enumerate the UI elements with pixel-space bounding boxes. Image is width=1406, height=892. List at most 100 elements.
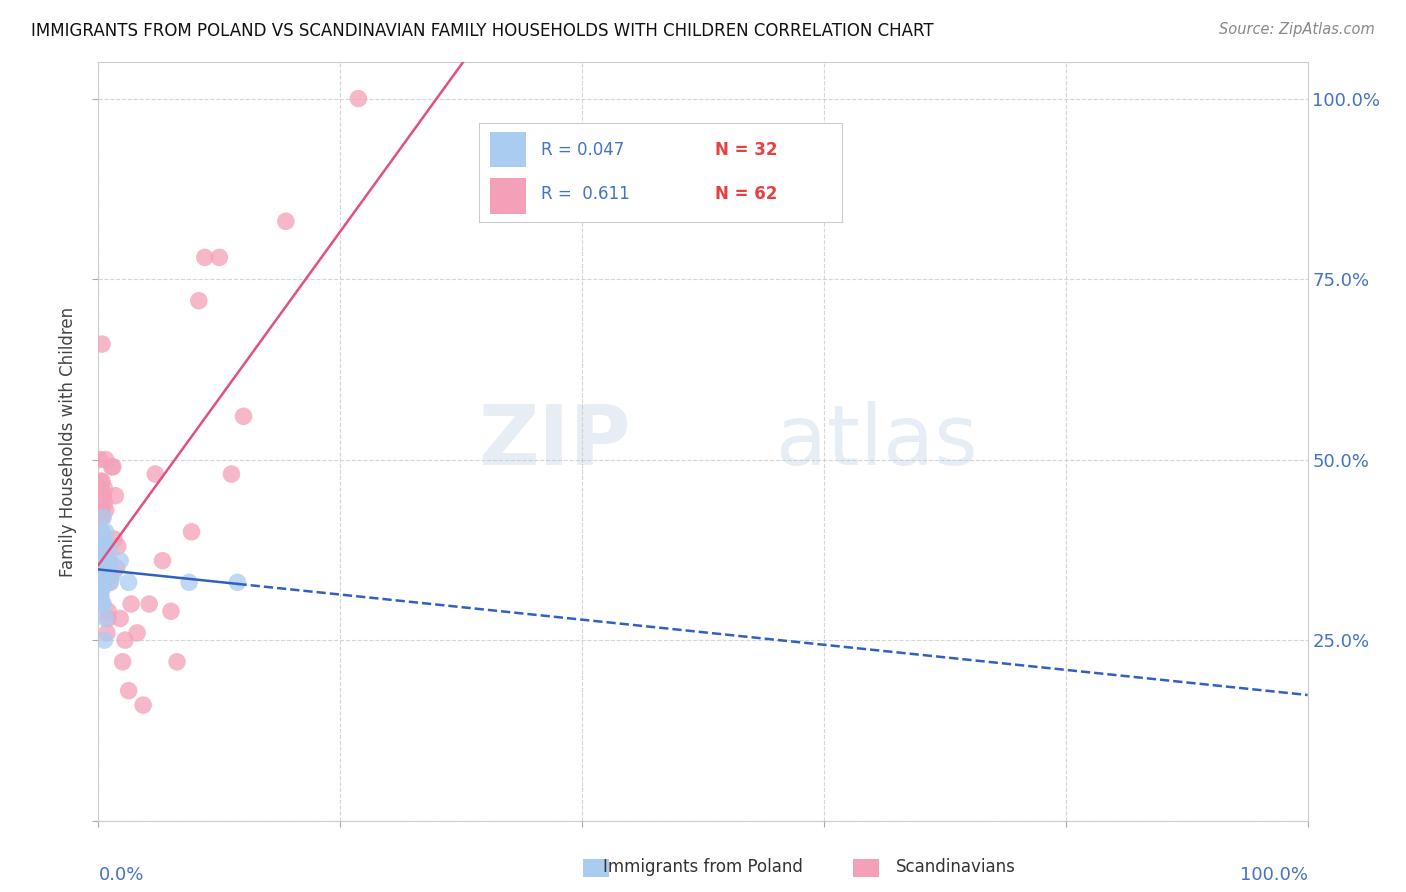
- Point: [127, 626, 149, 640]
- Point: [90, 546, 112, 560]
- Point: [89, 582, 111, 597]
- Point: [91, 524, 114, 539]
- Point: [91, 539, 114, 553]
- Point: [89, 554, 111, 568]
- Point: [90, 546, 112, 560]
- Point: [94, 452, 117, 467]
- Text: Immigrants from Poland: Immigrants from Poland: [603, 858, 803, 876]
- Point: [104, 489, 127, 503]
- Point: [120, 597, 142, 611]
- Point: [103, 532, 125, 546]
- Point: [98, 539, 121, 553]
- Point: [232, 409, 254, 424]
- Point: [160, 604, 183, 618]
- Point: [97, 554, 120, 568]
- Point: [138, 597, 160, 611]
- Point: [166, 655, 188, 669]
- Point: [90, 561, 112, 575]
- Point: [208, 251, 231, 265]
- Point: [91, 489, 114, 503]
- Point: [226, 575, 249, 590]
- Point: [91, 489, 114, 503]
- Point: [94, 503, 117, 517]
- Point: [91, 539, 114, 553]
- Point: [90, 482, 112, 496]
- Point: [221, 467, 243, 481]
- Text: Source: ZipAtlas.com: Source: ZipAtlas.com: [1219, 22, 1375, 37]
- Text: 0.0%: 0.0%: [98, 866, 143, 884]
- Point: [101, 459, 124, 474]
- Point: [89, 452, 111, 467]
- Text: ZIP: ZIP: [478, 401, 630, 482]
- Point: [97, 604, 120, 618]
- Text: atlas: atlas: [776, 401, 977, 482]
- Point: [91, 597, 114, 611]
- Point: [194, 251, 217, 265]
- Point: [105, 561, 128, 575]
- Point: [90, 568, 112, 582]
- Point: [179, 575, 201, 590]
- Point: [93, 633, 115, 648]
- Point: [180, 524, 202, 539]
- Point: [91, 475, 114, 489]
- Point: [108, 554, 131, 568]
- Text: IMMIGRANTS FROM POLAND VS SCANDINAVIAN FAMILY HOUSEHOLDS WITH CHILDREN CORRELATI: IMMIGRANTS FROM POLAND VS SCANDINAVIAN F…: [31, 22, 934, 40]
- Point: [90, 503, 112, 517]
- Point: [98, 554, 121, 568]
- Point: [91, 561, 114, 575]
- Point: [89, 590, 111, 604]
- Point: [143, 467, 166, 481]
- Point: [274, 214, 297, 228]
- Point: [91, 510, 114, 524]
- Point: [91, 539, 114, 553]
- Point: [96, 561, 118, 575]
- Point: [93, 539, 115, 553]
- Point: [91, 546, 114, 560]
- Y-axis label: Family Households with Children: Family Households with Children: [59, 307, 77, 576]
- Point: [347, 91, 370, 105]
- Point: [96, 561, 118, 575]
- Point: [91, 561, 114, 575]
- Point: [108, 611, 131, 625]
- Text: 100.0%: 100.0%: [1240, 866, 1308, 884]
- Point: [91, 546, 114, 560]
- Point: [100, 459, 122, 474]
- Point: [98, 575, 121, 590]
- Point: [90, 482, 112, 496]
- Point: [90, 590, 112, 604]
- Point: [107, 539, 129, 553]
- Point: [91, 597, 114, 611]
- Point: [111, 655, 134, 669]
- Point: [94, 524, 117, 539]
- Point: [91, 554, 114, 568]
- Point: [101, 568, 124, 582]
- Point: [132, 698, 155, 712]
- Point: [90, 582, 112, 597]
- Point: [90, 554, 112, 568]
- Point: [91, 337, 114, 351]
- Point: [93, 482, 115, 496]
- Point: [89, 561, 111, 575]
- Point: [91, 510, 114, 524]
- Point: [91, 539, 114, 553]
- Point: [118, 575, 141, 590]
- Point: [100, 575, 122, 590]
- Point: [90, 510, 112, 524]
- Point: [90, 524, 112, 539]
- Point: [97, 611, 120, 625]
- Point: [100, 568, 122, 582]
- Point: [93, 496, 115, 510]
- Point: [93, 561, 115, 575]
- Point: [187, 293, 209, 308]
- Text: Scandinavians: Scandinavians: [896, 858, 1017, 876]
- Point: [152, 554, 174, 568]
- Point: [91, 539, 114, 553]
- Point: [114, 633, 136, 648]
- Point: [89, 575, 111, 590]
- Point: [94, 611, 117, 625]
- Point: [91, 582, 114, 597]
- Point: [91, 503, 114, 517]
- Point: [91, 575, 114, 590]
- Point: [91, 575, 114, 590]
- Point: [90, 475, 112, 489]
